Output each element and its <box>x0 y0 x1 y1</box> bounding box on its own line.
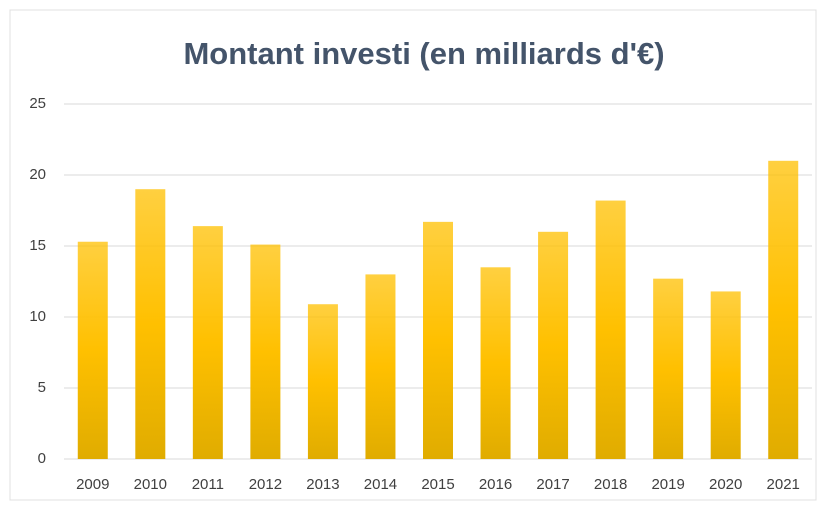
x-tick-label: 2009 <box>76 476 109 493</box>
x-tick-label: 2021 <box>767 476 800 493</box>
x-tick-label: 2017 <box>536 476 569 493</box>
bar <box>77 241 108 459</box>
y-tick-label: 25 <box>29 95 46 112</box>
x-tick-label: 2010 <box>134 476 167 493</box>
x-tick-label: 2013 <box>306 476 339 493</box>
bar <box>710 291 741 459</box>
y-tick-label: 0 <box>38 450 46 467</box>
bar <box>480 267 511 459</box>
bar <box>595 200 626 459</box>
bar <box>365 274 396 459</box>
x-tick-label: 2014 <box>364 476 397 493</box>
y-tick-label: 10 <box>29 308 46 325</box>
bar <box>423 221 453 459</box>
y-tick-label: 5 <box>38 379 46 396</box>
bar <box>192 226 223 459</box>
bar <box>538 231 569 459</box>
x-tick-label: 2019 <box>651 476 684 493</box>
x-tick-label: 2011 <box>192 476 224 493</box>
y-tick-label: 15 <box>29 237 46 254</box>
chart-title: Montant investi (en milliards d'€) <box>183 36 664 71</box>
bar <box>768 160 799 460</box>
x-tick-label: 2020 <box>709 476 742 493</box>
x-tick-label: 2015 <box>421 476 454 493</box>
bar <box>135 189 166 459</box>
x-tick-label: 2012 <box>249 476 282 493</box>
bar <box>653 278 684 459</box>
bar <box>250 244 281 459</box>
chart-frame <box>9 9 817 501</box>
x-tick-label: 2016 <box>479 476 512 493</box>
y-tick-label: 20 <box>29 166 46 183</box>
bar <box>307 304 338 459</box>
x-tick-label: 2018 <box>594 476 627 493</box>
